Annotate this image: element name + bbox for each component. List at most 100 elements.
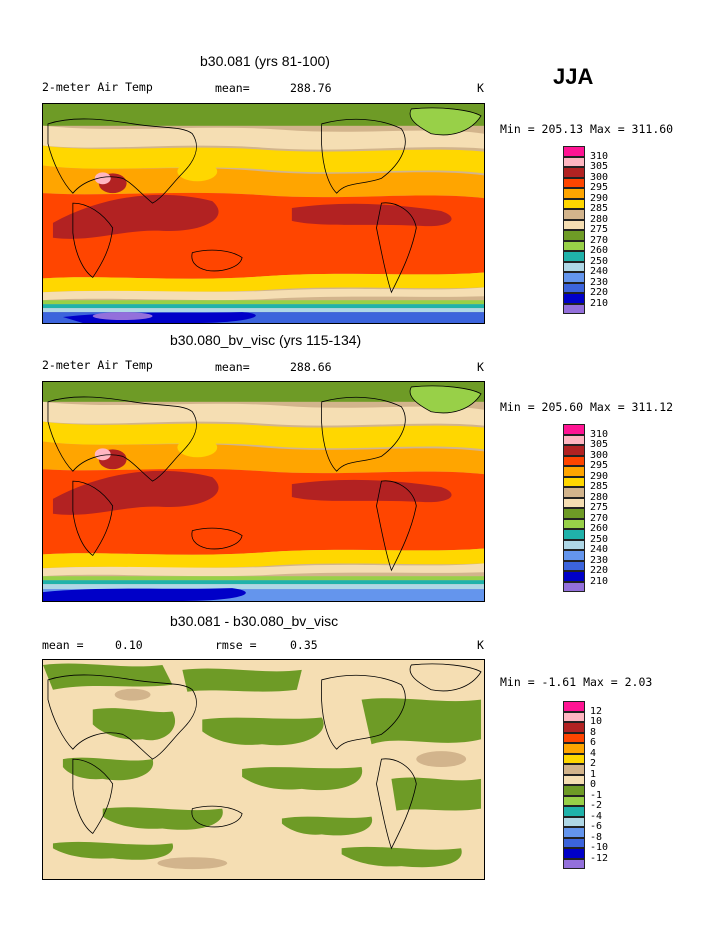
panel-2-colorbar: 310 305 300 295 290 285 280 275 270 260 250 240 230 2… [563, 424, 623, 596]
panel-3-mean-value: 0.10 [115, 638, 143, 652]
panel-3-mean-label: mean = [42, 638, 84, 652]
colorbar-swatch [563, 272, 585, 283]
colorbar-swatch [563, 424, 585, 435]
colorbar-tick-label: 210 [590, 575, 609, 587]
panel-2-unit: K [477, 360, 484, 374]
colorbar-tick-label: 280 [590, 491, 609, 503]
colorbar-swatch [563, 518, 585, 529]
colorbar-swatch [563, 282, 585, 293]
panel-3-rmse-label: rmse = [215, 638, 257, 652]
colorbar-swatch [563, 445, 585, 456]
colorbar-tick-label: 260 [590, 245, 609, 256]
colorbar-tick-label: 230 [590, 554, 609, 566]
colorbar-swatch [563, 434, 585, 445]
panel-1-mean-value: 288.76 [290, 81, 332, 95]
panel-3-map-svg [43, 660, 484, 879]
colorbar-tick-label: -6 [590, 821, 603, 832]
colorbar-tick-label: 290 [590, 470, 609, 482]
colorbar-swatch [563, 539, 585, 550]
panel-1-map [42, 103, 485, 324]
colorbar-tick-label: 0 [590, 779, 597, 790]
panel-2-mean-label: mean= [215, 360, 250, 374]
colorbar-swatch [563, 230, 585, 241]
colorbar-tick-label: 220 [590, 565, 609, 576]
colorbar-swatch [563, 711, 585, 722]
colorbar-swatch [563, 156, 585, 167]
colorbar-tick-label: 8 [590, 726, 597, 738]
colorbar-tick-label: 250 [590, 533, 609, 545]
colorbar-tick-label: -1 [590, 789, 603, 801]
colorbar-tick-label: 300 [590, 171, 609, 183]
panel-2-map [42, 381, 485, 602]
colorbar-swatch [563, 529, 585, 540]
colorbar-swatch [563, 476, 585, 487]
colorbar-tick-label: -10 [590, 842, 609, 853]
colorbar-swatch [563, 146, 585, 157]
colorbar-swatch [563, 466, 585, 477]
colorbar-tick-label: 310 [590, 428, 609, 440]
panel-1-title: b30.081 (yrs 81-100) [200, 53, 330, 69]
colorbar-swatch [563, 177, 585, 188]
colorbar-tick-label: 240 [590, 266, 609, 277]
colorbar-swatch [563, 240, 585, 251]
colorbar-tick-label: 12 [590, 705, 603, 717]
colorbar-swatch [563, 550, 585, 561]
colorbar-swatch [563, 816, 585, 827]
colorbar-swatch [563, 251, 585, 262]
colorbar-tick-label: 2 [590, 758, 597, 769]
colorbar-swatch [563, 219, 585, 230]
colorbar-swatch [563, 560, 585, 571]
panel-2-title: b30.080_bv_visc (yrs 115-134) [170, 332, 362, 348]
panel-1-variable: 2-meter Air Temp [42, 80, 153, 94]
panel-2-variable: 2-meter Air Temp [42, 358, 153, 372]
colorbar-tick-label: -12 [590, 852, 609, 864]
panel-1-unit: K [477, 81, 484, 95]
colorbar-tick-label: 270 [590, 234, 609, 246]
colorbar-swatch [563, 732, 585, 743]
colorbar-tick-label: -8 [590, 831, 603, 843]
colorbar-tick-label: 305 [590, 439, 609, 450]
colorbar-tick-label: 275 [590, 502, 609, 513]
colorbar-tick-label: 280 [590, 213, 609, 225]
colorbar-tick-label: -4 [590, 810, 603, 822]
panel-3-range: Min = -1.61 Max = 2.03 [500, 675, 653, 689]
panel-3-unit: K [477, 638, 484, 652]
colorbar-tick-label: 285 [590, 203, 609, 214]
panel-2-mean-value: 288.66 [290, 360, 332, 374]
colorbar-tick-label: -2 [590, 800, 603, 811]
colorbar-tick-label: 300 [590, 449, 609, 461]
colorbar-tick-label: 290 [590, 192, 609, 204]
colorbar-swatch [563, 508, 585, 519]
colorbar-swatch [563, 455, 585, 466]
colorbar-tick-label: 6 [590, 737, 597, 748]
colorbar-swatch [563, 774, 585, 785]
panel-1-mean-label: mean= [215, 81, 250, 95]
colorbar-swatch [563, 785, 585, 796]
panel-2-range: Min = 205.60 Max = 311.12 [500, 400, 674, 414]
colorbar-tick-label: 10 [590, 716, 603, 727]
colorbar-tick-label: 275 [590, 224, 609, 235]
colorbar-swatch [563, 701, 585, 712]
colorbar-swatch [563, 198, 585, 209]
colorbar-tick-label: 240 [590, 544, 609, 555]
colorbar-swatch [563, 764, 585, 775]
panel-2-map-svg [43, 382, 484, 601]
colorbar-swatch [563, 581, 585, 592]
colorbar-tick-label: 295 [590, 460, 609, 471]
colorbar-swatch [563, 261, 585, 272]
colorbar-tick-label: 285 [590, 481, 609, 492]
colorbar-tick-label: 220 [590, 287, 609, 298]
colorbar-swatch [563, 743, 585, 754]
season-label: JJA [553, 64, 594, 89]
panel-3-title: b30.081 - b30.080_bv_visc [170, 613, 339, 629]
colorbar-tick-label: 260 [590, 523, 609, 534]
panel-1-map-svg [43, 104, 484, 323]
colorbar-swatch [563, 209, 585, 220]
colorbar-tick-label: 270 [590, 512, 609, 524]
colorbar-swatch [563, 753, 585, 764]
colorbar-swatch [563, 848, 585, 859]
panel-3-colorbar: 12 10 8 6 4 2 1 0 -1 -2 -4 -6 -8 -10 -12 [563, 701, 623, 873]
colorbar-tick-label: 210 [590, 297, 609, 309]
panel-3-rmse-value: 0.35 [290, 638, 318, 652]
colorbar-swatch [563, 303, 585, 314]
